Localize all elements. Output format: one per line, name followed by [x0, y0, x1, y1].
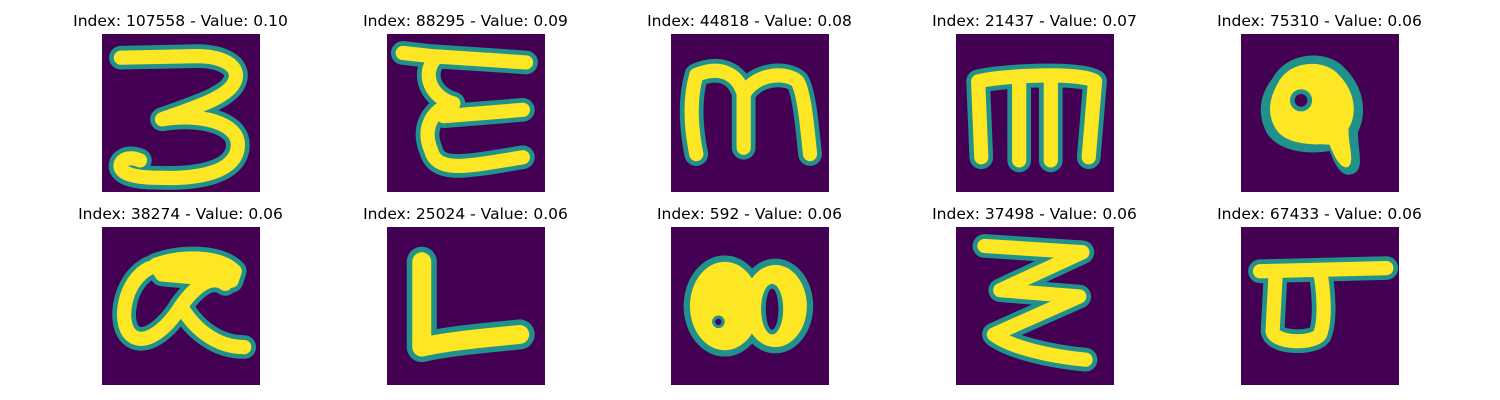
- glyph-image: [1241, 34, 1399, 192]
- glyph-image: [1241, 227, 1399, 385]
- glyph-image: [956, 34, 1114, 192]
- glyph-image: [102, 34, 260, 192]
- grid-cell: Index: 25024 - Value: 0.06: [323, 204, 608, 394]
- cell-title: Index: 592 - Value: 0.06: [656, 205, 843, 223]
- glyph-image: [671, 227, 829, 385]
- cell-title: Index: 21437 - Value: 0.07: [932, 12, 1137, 30]
- grid-cell: Index: 75310 - Value: 0.06: [1177, 11, 1462, 201]
- glyph-image: [102, 227, 260, 385]
- glyph-image: [387, 227, 545, 385]
- cell-title: Index: 38274 - Value: 0.06: [78, 205, 283, 223]
- cell-title: Index: 75310 - Value: 0.06: [1217, 12, 1422, 30]
- cell-title: Index: 44818 - Value: 0.08: [647, 12, 852, 30]
- grid-cell: Index: 88295 - Value: 0.09: [323, 11, 608, 201]
- grid-cell: Index: 21437 - Value: 0.07: [892, 11, 1177, 201]
- grid-cell: Index: 107558 - Value: 0.10: [38, 11, 323, 201]
- grid-cell: Index: 37498 - Value: 0.06: [892, 204, 1177, 394]
- grid-cell: Index: 44818 - Value: 0.08: [607, 11, 892, 201]
- cell-title: Index: 107558 - Value: 0.10: [73, 12, 288, 30]
- glyph-image: [387, 34, 545, 192]
- grid-cell: Index: 67433 - Value: 0.06: [1177, 204, 1462, 394]
- grid-cell: Index: 592 - Value: 0.06: [607, 204, 892, 394]
- cell-title: Index: 67433 - Value: 0.06: [1217, 205, 1422, 223]
- glyph-image: [956, 227, 1114, 385]
- cell-title: Index: 25024 - Value: 0.06: [363, 205, 568, 223]
- cell-title: Index: 88295 - Value: 0.09: [363, 12, 568, 30]
- grid-cell: Index: 38274 - Value: 0.06: [38, 204, 323, 394]
- cell-title: Index: 37498 - Value: 0.06: [932, 205, 1137, 223]
- glyph-image: [671, 34, 829, 192]
